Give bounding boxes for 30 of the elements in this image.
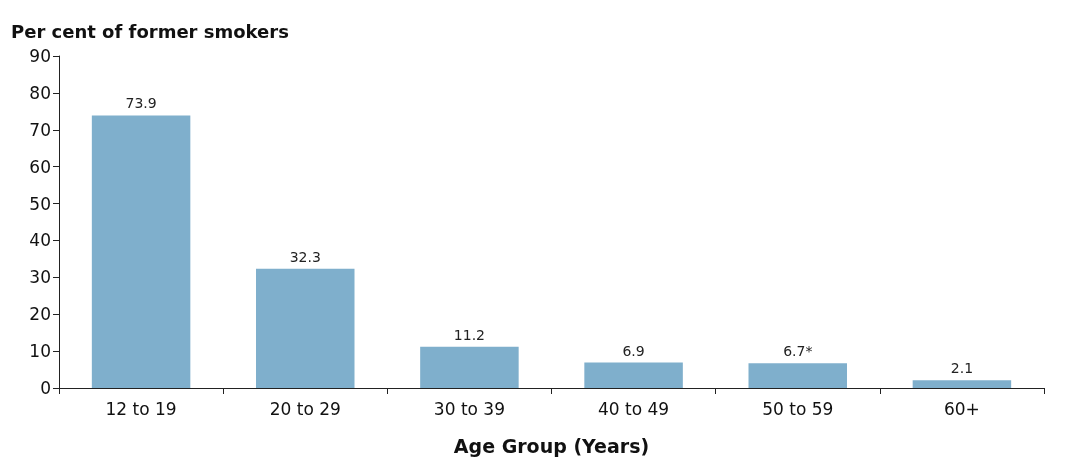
y-tick-label: 0 bbox=[40, 378, 51, 398]
data-label: 11.2 bbox=[453, 326, 485, 343]
bar bbox=[912, 380, 1012, 388]
bar bbox=[420, 346, 519, 388]
data-label: 6.7* bbox=[783, 343, 813, 360]
x-tick-label: 30 to 39 bbox=[433, 398, 505, 419]
bar bbox=[256, 268, 355, 388]
bar bbox=[584, 362, 683, 388]
y-tick-label: 20 bbox=[29, 304, 51, 325]
x-tick-label: 40 to 49 bbox=[598, 398, 670, 419]
data-label: 32.3 bbox=[289, 248, 321, 265]
data-label: 73.9 bbox=[125, 95, 157, 112]
bar bbox=[91, 115, 191, 388]
x-tick-label: 20 to 29 bbox=[269, 398, 341, 419]
x-axis-title: Age Group (Years) bbox=[453, 434, 650, 457]
y-tick-label: 60 bbox=[29, 156, 51, 177]
y-tick-label: 90 bbox=[29, 46, 51, 66]
x-tick-label: 60+ bbox=[943, 398, 980, 419]
x-tick-label: 12 to 19 bbox=[105, 398, 177, 419]
y-tick-label: 10 bbox=[29, 341, 51, 362]
data-label: 6.9 bbox=[622, 342, 645, 359]
x-tick-label: 50 to 59 bbox=[762, 398, 834, 419]
y-tick-label: 40 bbox=[29, 230, 51, 251]
y-tick-label: 30 bbox=[29, 267, 51, 288]
bar bbox=[748, 363, 847, 388]
y-tick-label: 70 bbox=[29, 119, 51, 140]
y-axis-title: Per cent of former smokers bbox=[11, 20, 289, 42]
data-label: 2.1 bbox=[950, 360, 974, 377]
y-tick-label: 50 bbox=[29, 193, 51, 214]
y-tick-label: 80 bbox=[29, 82, 51, 103]
